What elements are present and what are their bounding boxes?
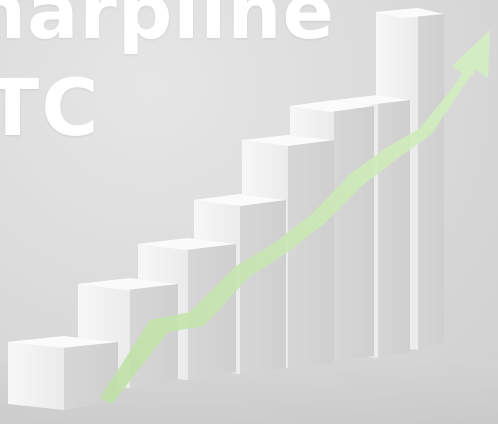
overlay-title-line-2: TC <box>0 64 101 154</box>
overlay-title-line-1: harpline <box>0 0 336 56</box>
bar-2 <box>8 336 118 410</box>
growth-arrow <box>100 30 490 404</box>
